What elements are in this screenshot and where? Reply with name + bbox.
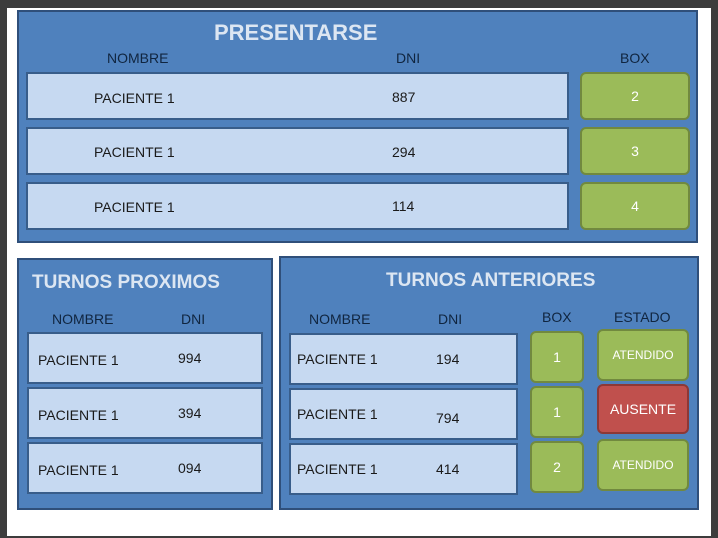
presentarse-header-box: BOX <box>620 50 650 66</box>
box-button[interactable]: 4 <box>580 182 690 230</box>
anteriores-header-box: BOX <box>542 309 572 325</box>
box-button[interactable]: 1 <box>530 386 584 438</box>
patient-dni: 414 <box>436 461 460 477</box>
box-button[interactable]: 2 <box>580 72 690 120</box>
patient-name: PACIENTE 1 <box>94 90 175 106</box>
proximos-header-nombre: NOMBRE <box>52 311 114 327</box>
proximos-row: PACIENTE 1 994 <box>27 332 263 384</box>
turnos-proximos-panel: TURNOS PROXIMOS NOMBRE DNI PACIENTE 1 99… <box>17 258 273 510</box>
anteriores-header-estado: ESTADO <box>614 309 671 325</box>
patient-dni: 794 <box>436 410 460 426</box>
box-button[interactable]: 1 <box>530 331 584 383</box>
patient-dni: 194 <box>436 351 460 367</box>
status-ausente-button[interactable]: AUSENTE <box>597 384 689 434</box>
patient-name: PACIENTE 1 <box>94 144 175 160</box>
anteriores-row: PACIENTE 1 194 <box>289 333 518 385</box>
status-atendido-button[interactable]: ATENDIDO <box>597 439 689 491</box>
presentarse-title: PRESENTARSE <box>214 20 378 45</box>
presentarse-header-nombre: NOMBRE <box>107 50 169 66</box>
patient-name: PACIENTE 1 <box>38 407 119 423</box>
proximos-row: PACIENTE 1 094 <box>27 442 263 494</box>
patient-dni: 114 <box>392 198 415 214</box>
presentarse-header-dni: DNI <box>396 50 421 66</box>
presentarse-row: PACIENTE 1 114 <box>26 182 569 230</box>
patient-dni: 094 <box>178 460 202 476</box>
patient-dni: 294 <box>392 144 416 160</box>
box-button[interactable]: 3 <box>580 127 690 175</box>
presentarse-row: PACIENTE 1 294 <box>26 127 569 175</box>
anteriores-header-dni: DNI <box>438 311 463 327</box>
patient-name: PACIENTE 1 <box>94 199 175 215</box>
status-atendido-button[interactable]: ATENDIDO <box>597 329 689 381</box>
presentarse-panel: PRESENTARSE NOMBRE DNI BOX PACIENTE 1 88… <box>17 10 698 243</box>
box-button[interactable]: 2 <box>530 441 584 493</box>
patient-name: PACIENTE 1 <box>297 351 378 367</box>
patient-name: PACIENTE 1 <box>38 352 119 368</box>
anteriores-row: PACIENTE 1 414 <box>289 443 518 495</box>
display-screen: PRESENTARSE NOMBRE DNI BOX PACIENTE 1 88… <box>7 8 711 536</box>
proximos-row: PACIENTE 1 394 <box>27 387 263 439</box>
patient-dni: 994 <box>178 350 202 366</box>
patient-name: PACIENTE 1 <box>297 406 378 422</box>
patient-dni: 394 <box>178 405 202 421</box>
anteriores-row: PACIENTE 1 794 <box>289 388 518 440</box>
anteriores-header-nombre: NOMBRE <box>309 311 371 327</box>
turnos-proximos-title: TURNOS PROXIMOS <box>32 272 220 293</box>
presentarse-row: PACIENTE 1 887 <box>26 72 569 120</box>
turnos-anteriores-title: TURNOS ANTERIORES <box>386 270 596 291</box>
patient-name: PACIENTE 1 <box>38 462 119 478</box>
patient-dni: 887 <box>392 89 416 105</box>
turnos-anteriores-panel: TURNOS ANTERIORES NOMBRE DNI BOX ESTADO … <box>279 256 699 510</box>
patient-name: PACIENTE 1 <box>297 461 378 477</box>
proximos-header-dni: DNI <box>181 311 206 327</box>
